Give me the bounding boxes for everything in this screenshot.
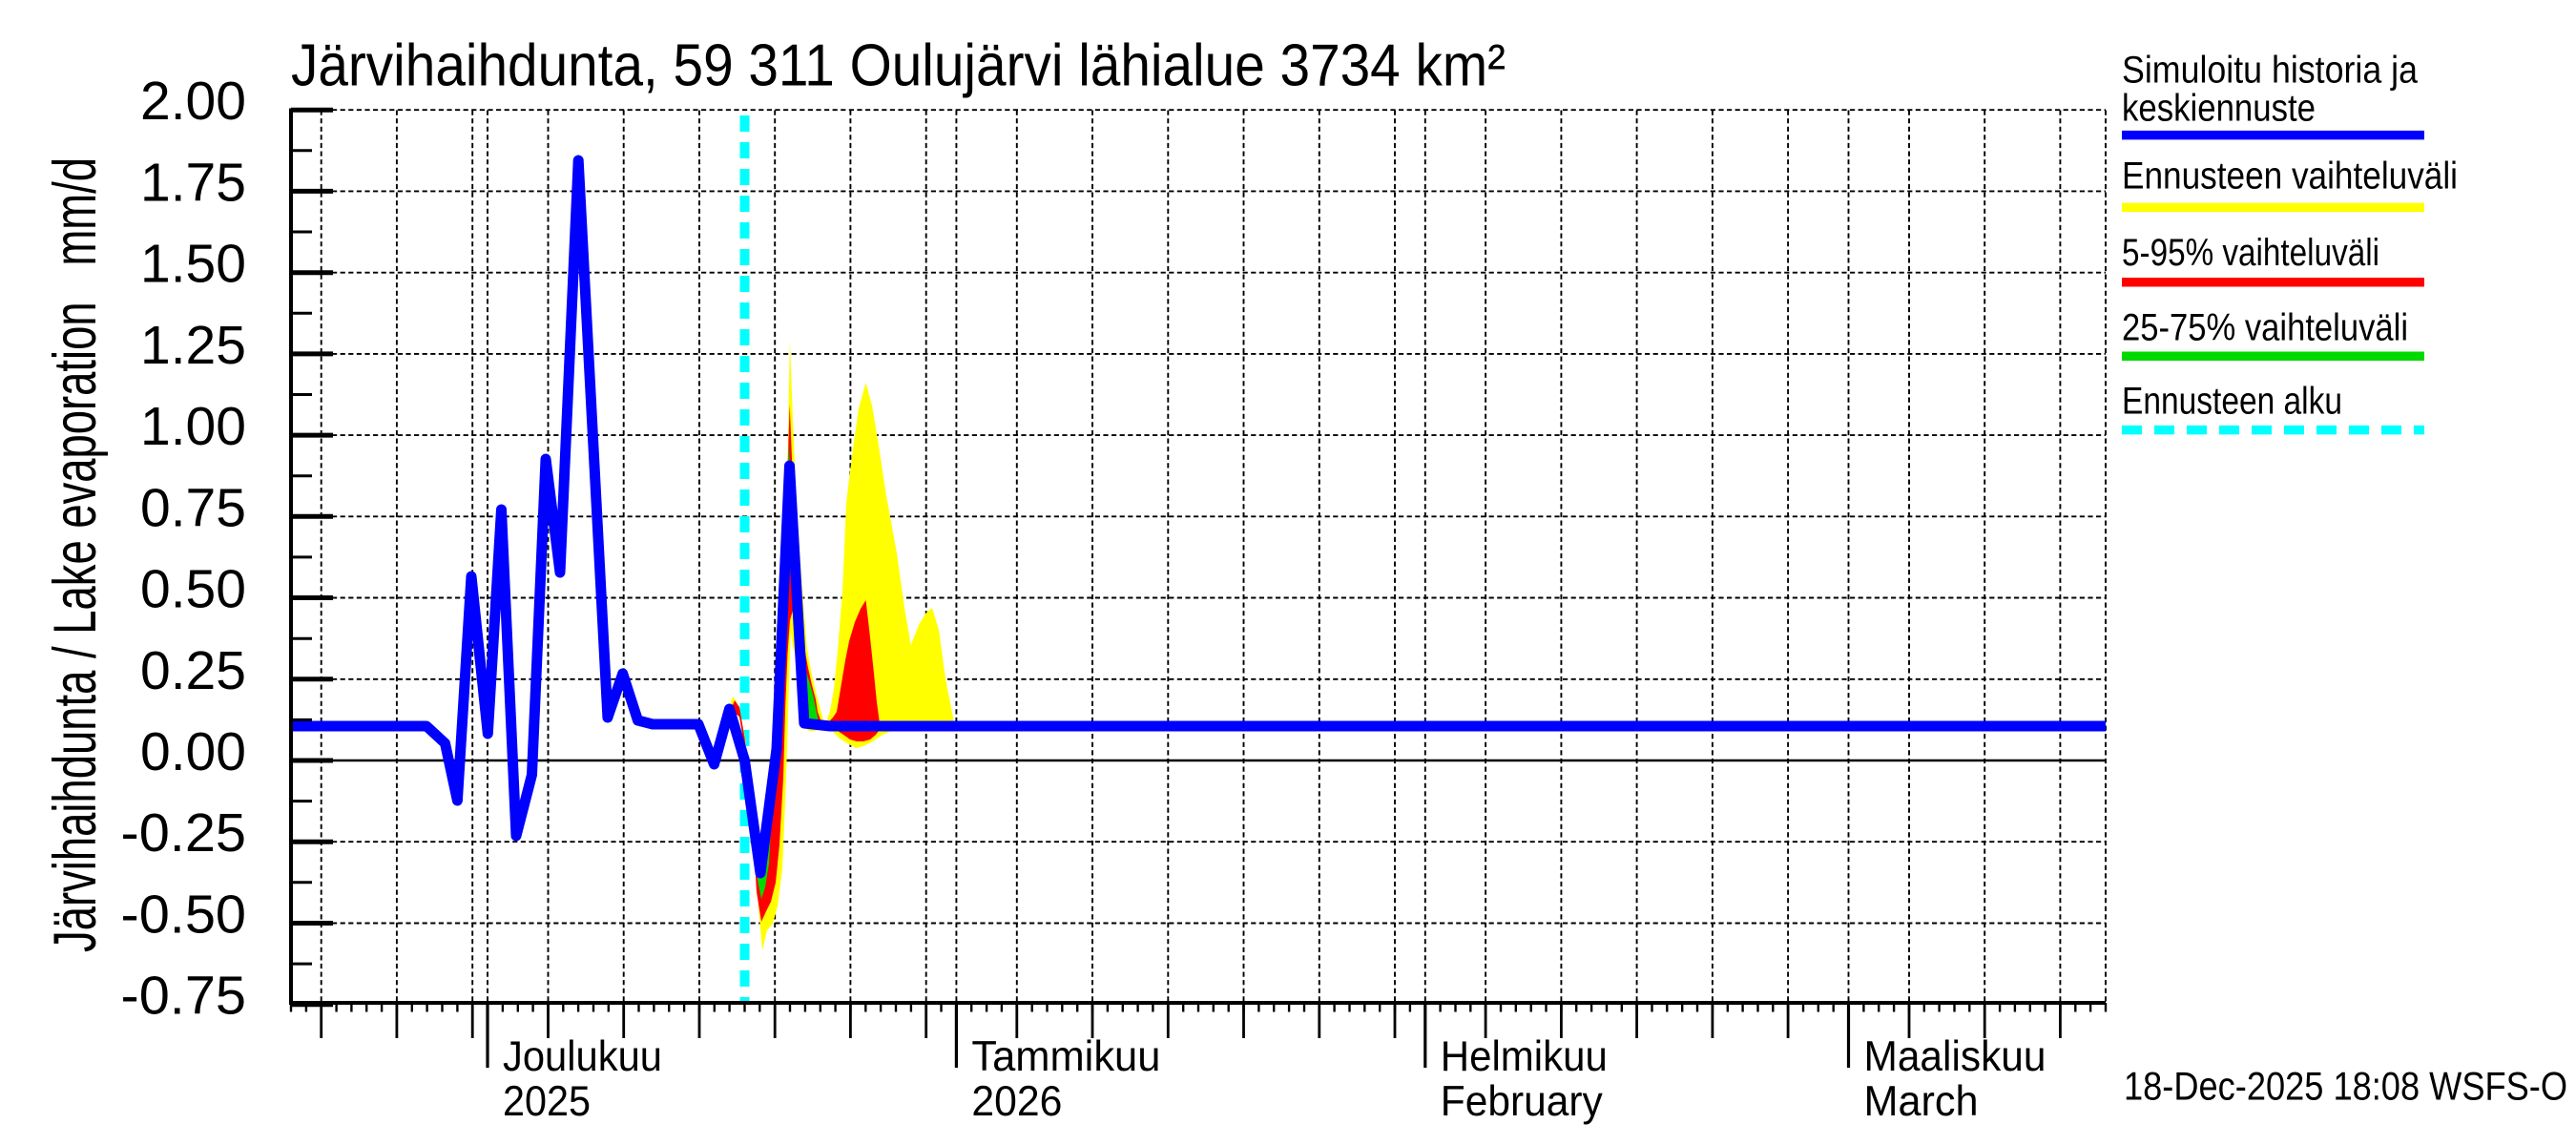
svg-text:0.25: 0.25 [140, 640, 246, 701]
svg-text:March: March [1864, 1078, 1979, 1125]
svg-text:Maaliskuu: Maaliskuu [1864, 1033, 2046, 1080]
svg-text:18-Dec-2025 18:08 WSFS-O: 18-Dec-2025 18:08 WSFS-O [2124, 1064, 2567, 1109]
svg-text:keskiennuste: keskiennuste [2122, 88, 2316, 130]
svg-text:Järvihaihdunta, 59 311 Oulujär: Järvihaihdunta, 59 311 Oulujärvi lähialu… [291, 33, 1506, 99]
svg-text:-0.50: -0.50 [121, 885, 247, 946]
svg-text:Ennusteen alku: Ennusteen alku [2122, 381, 2342, 423]
svg-text:Järvihaihdunta / Lake evaporat: Järvihaihdunta / Lake evaporation mm/d [42, 157, 109, 952]
svg-text:5-95% vaihteluväli: 5-95% vaihteluväli [2122, 232, 2379, 274]
svg-text:Simuloitu historia ja: Simuloitu historia ja [2122, 50, 2419, 92]
svg-text:Helmikuu: Helmikuu [1441, 1033, 1608, 1080]
svg-text:0.75: 0.75 [140, 477, 246, 538]
svg-text:2026: 2026 [971, 1078, 1062, 1125]
svg-text:1.25: 1.25 [140, 315, 246, 376]
svg-text:0.00: 0.00 [140, 721, 246, 782]
svg-text:Tammikuu: Tammikuu [971, 1033, 1160, 1080]
svg-text:Ennusteen vaihteluväli: Ennusteen vaihteluväli [2122, 156, 2458, 198]
svg-text:2.00: 2.00 [140, 71, 246, 132]
svg-text:Joulukuu: Joulukuu [503, 1033, 662, 1080]
svg-text:-0.25: -0.25 [121, 802, 247, 864]
svg-text:2025: 2025 [503, 1078, 591, 1125]
svg-text:1.75: 1.75 [140, 152, 246, 213]
svg-text:-0.75: -0.75 [121, 966, 247, 1027]
svg-text:25-75% vaihteluväli: 25-75% vaihteluväli [2122, 307, 2408, 349]
svg-text:1.50: 1.50 [140, 234, 246, 295]
svg-text:0.50: 0.50 [140, 559, 246, 620]
svg-text:February: February [1441, 1078, 1604, 1125]
svg-text:1.00: 1.00 [140, 396, 246, 457]
